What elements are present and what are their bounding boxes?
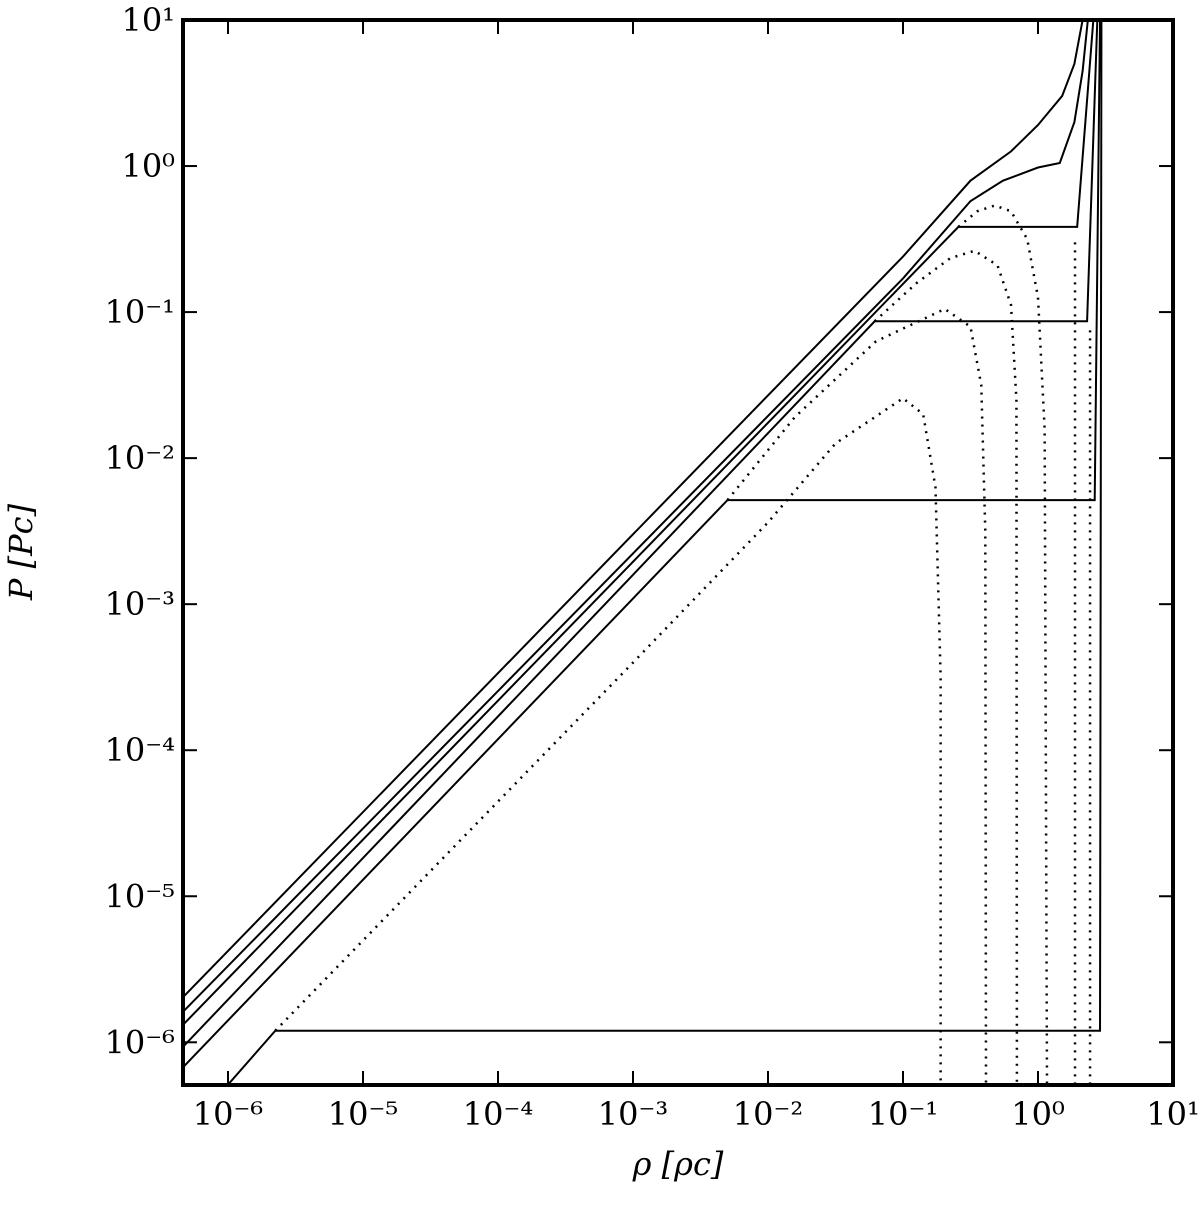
curve <box>183 20 1099 1048</box>
dotted-curve <box>726 307 988 1085</box>
curve <box>183 20 1089 1013</box>
x-axis-label: ρ [ρc] <box>632 1145 724 1183</box>
curve <box>183 20 1095 1026</box>
y-tick-label: 10⁻⁴ <box>105 731 175 769</box>
x-tick-label: 10⁻⁴ <box>463 1095 533 1133</box>
dotted-curve <box>873 249 1092 1085</box>
dotted-curve <box>274 396 942 1085</box>
plot-area <box>183 20 1103 1085</box>
x-tick-label: 10⁻³ <box>598 1095 668 1133</box>
y-tick-label: 10⁻² <box>105 439 175 477</box>
y-tick-label: 10⁰ <box>121 147 175 185</box>
y-tick-label: 10¹ <box>121 1 175 39</box>
plot-frame <box>181 18 1175 1087</box>
curve <box>227 20 1103 1085</box>
dotted-curve <box>957 204 1077 1085</box>
y-tick-label: 10⁻⁶ <box>105 1023 175 1061</box>
x-tick-label: 10⁻¹ <box>868 1095 938 1133</box>
x-tick-label: 10¹ <box>1146 1095 1200 1133</box>
y-axis-label: P [Pc] <box>2 503 40 601</box>
curve <box>183 20 1084 998</box>
x-tick-label: 10⁻⁵ <box>328 1095 398 1133</box>
y-tick-label: 10⁻⁵ <box>105 877 175 915</box>
x-tick-label: 10⁻² <box>733 1095 803 1133</box>
y-tick-label: 10⁻³ <box>105 585 175 623</box>
curve <box>183 20 1102 1068</box>
x-tick-label: 10⁻⁶ <box>193 1095 263 1133</box>
x-tick-label: 10⁰ <box>1011 1095 1065 1133</box>
y-tick-label: 10⁻¹ <box>105 293 175 331</box>
